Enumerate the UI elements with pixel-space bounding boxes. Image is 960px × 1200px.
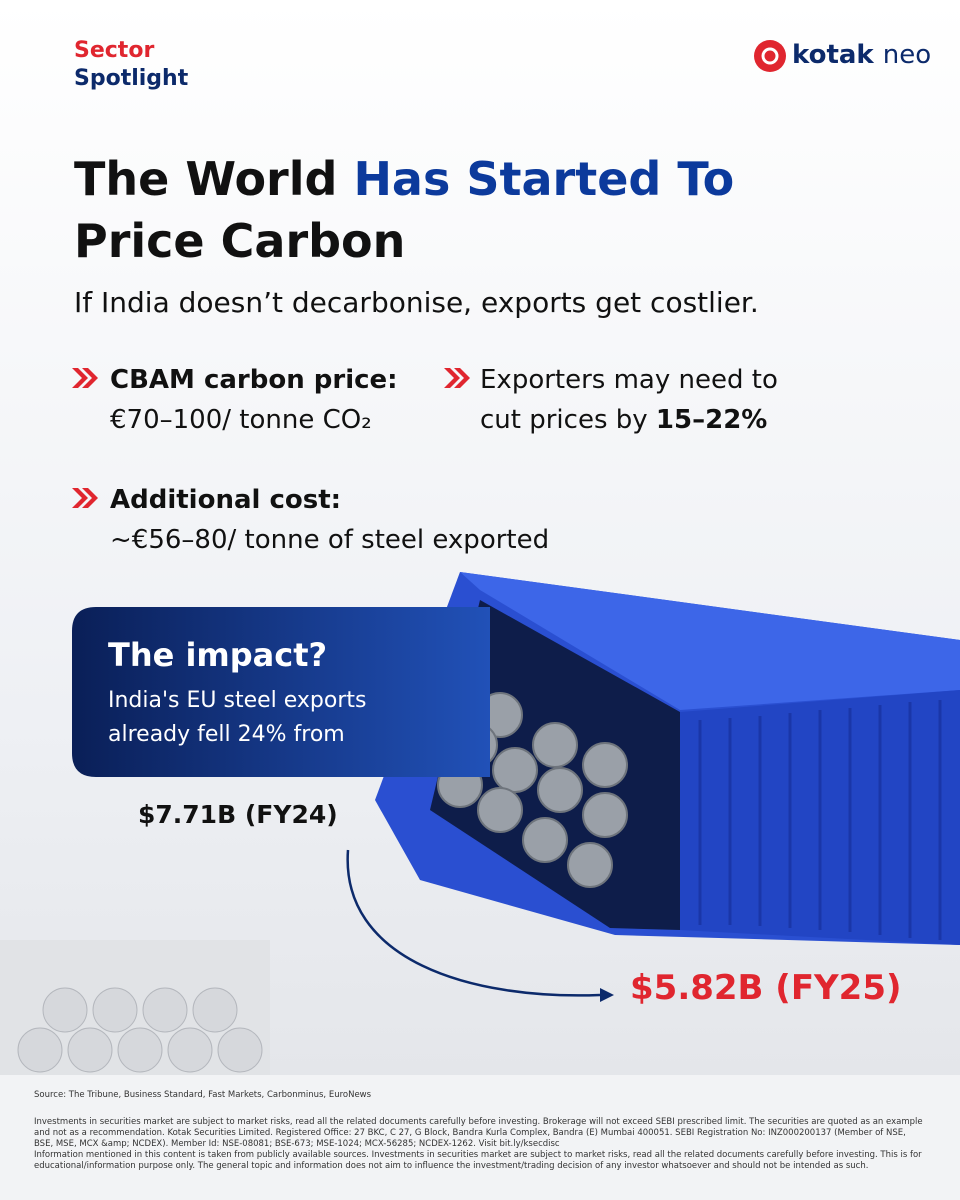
logo-word: kotak	[792, 40, 874, 70]
footer-bg	[0, 1075, 960, 1200]
subtitle: If India doesn’t decarbonise, exports ge…	[74, 286, 759, 319]
bullet: Exporters may need to cut prices by 15–2…	[480, 360, 820, 440]
logo-ring	[761, 47, 779, 65]
impact-from: $7.71B (FY24)	[138, 800, 338, 829]
logo-text: kotak neo	[792, 40, 931, 70]
bullet-text: Exporters may need to cut prices by	[480, 365, 778, 435]
impact-box	[72, 607, 490, 777]
brand-top: Sector	[74, 38, 155, 63]
source: Source: The Tribune, Business Standard, …	[34, 1090, 372, 1100]
disclaimer: Investments in securities market are sub…	[34, 1117, 924, 1172]
disclaimer-text: Investments in securities market are sub…	[34, 1117, 923, 1149]
steel-bars	[0, 940, 270, 1075]
impact-to: $5.82B (FY25)	[630, 968, 902, 1008]
bullet-icons	[72, 368, 470, 508]
title: The World Has Started To Price Carbon	[74, 148, 894, 272]
arrow	[346, 849, 601, 997]
title-line2: Price Carbon	[74, 214, 406, 268]
arrow-head	[600, 988, 614, 1002]
logo-mark	[754, 40, 786, 72]
bullet-heading: CBAM carbon price:	[110, 365, 398, 395]
info-text: Information mentioned in this content is…	[34, 1150, 922, 1171]
bullet-text: ~€56–80/ tonne of steel exported	[110, 525, 550, 555]
bullet-text: €70–100/ tonne CO₂	[110, 405, 372, 435]
logo-suffix: neo	[882, 40, 932, 70]
bullet-heading: Additional cost:	[110, 485, 342, 515]
bullet-emphasis: 15–22%	[655, 405, 768, 435]
impact-heading: The impact?	[108, 636, 328, 674]
bullet: CBAM carbon price: €70–100/ tonne CO₂	[110, 360, 430, 440]
container	[375, 572, 960, 945]
title-blue: Has Started To	[353, 152, 735, 206]
title-dark: The World	[74, 152, 338, 206]
bullet: Additional cost: ~€56–80/ tonne of steel…	[110, 480, 710, 560]
impact-text: India's EU steel exports already fell 24…	[108, 688, 367, 747]
brand-bottom: Spotlight	[74, 66, 189, 91]
